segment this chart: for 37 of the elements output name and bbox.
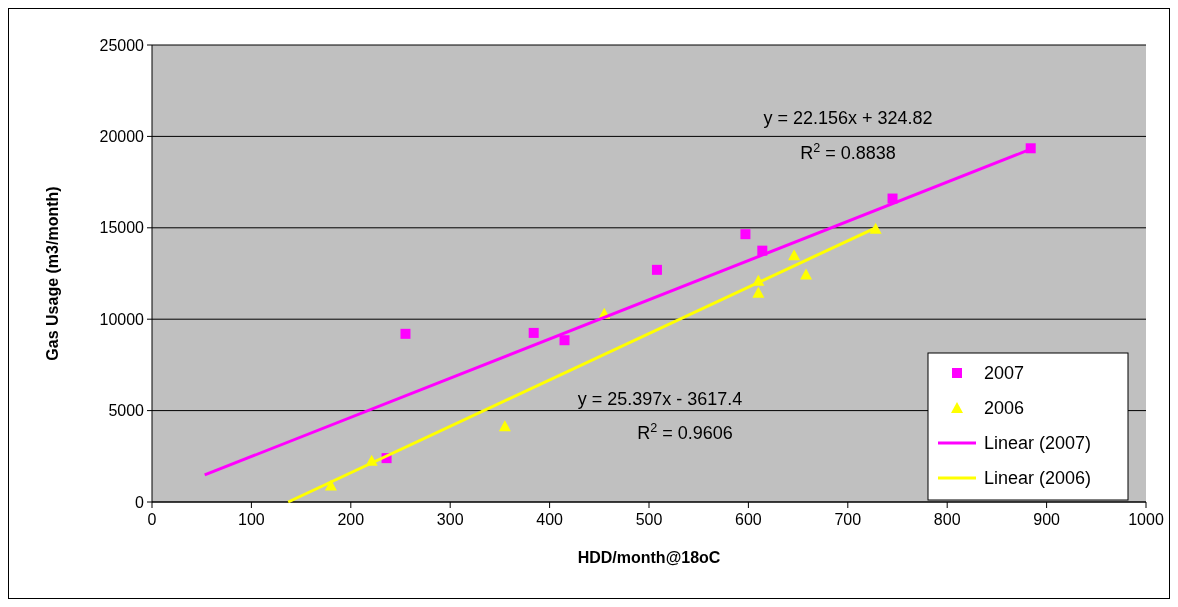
point — [498, 420, 511, 432]
annotation: R$^{2}$ = 0.8838 — [800, 141, 896, 164]
y-tick-label: 0 — [135, 493, 145, 511]
y-tick-label: 25000 — [99, 36, 145, 54]
point — [400, 328, 411, 339]
point — [740, 229, 751, 240]
x-tick-label: 900 — [1033, 511, 1061, 528]
legend-label: Linear (2007) — [984, 433, 1092, 454]
point — [324, 479, 337, 491]
annotation: y = 22.156x + 324.82 — [763, 108, 933, 129]
point — [752, 286, 765, 298]
legend-label: Linear (2006) — [984, 468, 1092, 489]
y-axis-title: Gas Usage (m3/month) — [44, 186, 61, 361]
x-tick-label: 500 — [635, 511, 663, 528]
y-tick-label: 10000 — [99, 310, 145, 328]
x-tick-label: 700 — [834, 511, 862, 528]
y-tick-label: 15000 — [99, 219, 145, 237]
x-axis-title: HDD/month@18oC — [577, 549, 721, 566]
point — [800, 268, 813, 280]
x-tick-label: 200 — [337, 511, 365, 528]
x-tick-label: 600 — [735, 511, 762, 528]
annotation: y = 25.397x - 3617.4 — [577, 389, 743, 410]
x-tick-label: 0 — [147, 511, 157, 528]
point — [651, 264, 662, 275]
x-tick-label: 300 — [436, 511, 464, 528]
annotation: R$^{2}$ = 0.9606 — [637, 421, 733, 444]
y-tick-label: 20000 — [99, 128, 145, 145]
x-tick-label: 1000 — [1128, 511, 1164, 528]
point — [528, 327, 539, 338]
point — [559, 335, 570, 346]
x-tick-label: 800 — [933, 511, 961, 528]
legend-label: 2006 — [984, 398, 1025, 419]
x-tick-label: 100 — [238, 511, 265, 528]
x-tick-label: 400 — [536, 511, 564, 528]
legend-label: 2007 — [984, 363, 1025, 384]
point — [788, 249, 801, 261]
y-tick-label: 5000 — [108, 402, 145, 420]
